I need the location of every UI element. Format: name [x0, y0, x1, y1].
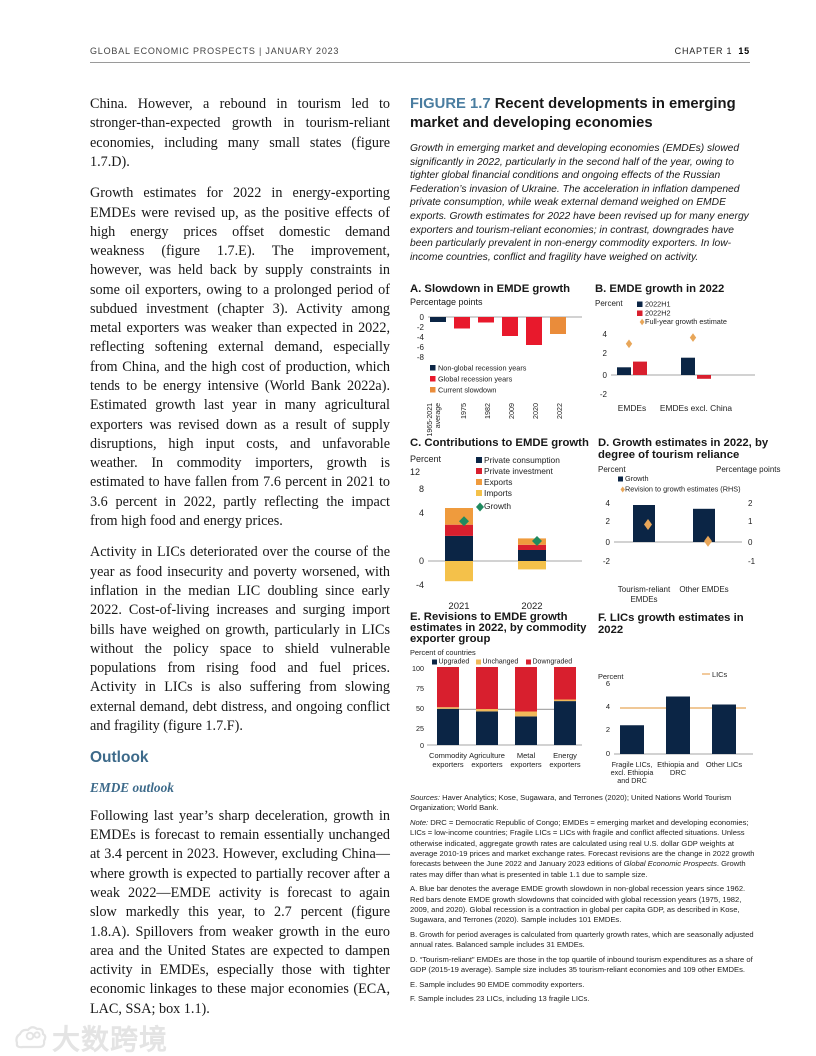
svg-text:Global recession years: Global recession years [438, 375, 513, 384]
svg-text:0: 0 [420, 313, 425, 322]
svg-text:Tourism-reliant: Tourism-reliant [618, 585, 671, 594]
svg-text:Downgraded: Downgraded [533, 658, 573, 665]
svg-text:12: 12 [410, 467, 420, 477]
svg-text:4: 4 [606, 499, 611, 508]
svg-text:-1: -1 [748, 557, 756, 566]
svg-text:2022: 2022 [555, 403, 564, 419]
svg-text:0: 0 [606, 538, 611, 547]
svg-text:-4: -4 [417, 333, 425, 342]
svg-text:Upgraded: Upgraded [439, 658, 470, 665]
svg-text:1965-2021: 1965-2021 [427, 403, 434, 437]
svg-text:EMDEs: EMDEs [618, 403, 646, 413]
svg-text:Full-year growth estimate: Full-year growth estimate [645, 317, 727, 326]
svg-text:2022H2: 2022H2 [645, 309, 671, 318]
svg-text:Percent: Percent [598, 672, 623, 681]
svg-text:-2: -2 [417, 323, 425, 332]
svg-text:-2: -2 [600, 390, 608, 399]
svg-text:Exports: Exports [484, 477, 512, 487]
svg-text:4: 4 [419, 508, 424, 518]
svg-text:Revision to growth estimates (: Revision to growth estimates (RHS) [625, 484, 741, 493]
svg-text:and DRC: and DRC [617, 776, 647, 785]
svg-text:0: 0 [603, 371, 608, 380]
svg-text:2: 2 [606, 517, 611, 526]
svg-text:-2: -2 [603, 557, 611, 566]
svg-text:4: 4 [603, 330, 608, 339]
svg-text:average: average [435, 403, 442, 428]
svg-text:LICs: LICs [712, 670, 728, 679]
svg-text:EMDEs: EMDEs [630, 595, 657, 604]
svg-text:0: 0 [748, 538, 753, 547]
svg-text:Private consumption: Private consumption [484, 455, 560, 465]
svg-text:Growth: Growth [625, 474, 649, 483]
svg-text:Metal: Metal [517, 751, 536, 760]
svg-text:Imports: Imports [484, 488, 512, 498]
svg-text:2: 2 [748, 499, 753, 508]
svg-text:0: 0 [419, 556, 424, 566]
svg-text:Energy: Energy [553, 751, 577, 760]
svg-text:Percent of countries: Percent of countries [410, 648, 476, 657]
svg-text:2: 2 [606, 725, 610, 734]
svg-text:100: 100 [412, 664, 424, 673]
svg-text:2022H1: 2022H1 [645, 300, 671, 309]
svg-text:Percent: Percent [410, 454, 442, 464]
svg-text:Percentage points: Percentage points [716, 465, 781, 474]
svg-text:2020: 2020 [531, 403, 540, 419]
svg-text:Private investment: Private investment [484, 466, 554, 476]
svg-text:-6: -6 [417, 343, 425, 352]
svg-text:50: 50 [416, 704, 424, 713]
svg-text:Current slowdown: Current slowdown [438, 386, 496, 395]
svg-text:2009: 2009 [507, 403, 516, 419]
svg-text:0: 0 [606, 749, 610, 758]
svg-text:Agriculture: Agriculture [469, 751, 505, 760]
svg-text:DRC: DRC [670, 768, 687, 777]
svg-text:Percent: Percent [598, 465, 626, 474]
svg-text:Other EMDEs: Other EMDEs [679, 585, 728, 594]
svg-text:-8: -8 [417, 353, 425, 362]
svg-text:4: 4 [606, 702, 610, 711]
svg-text:Other LICs: Other LICs [706, 760, 743, 769]
svg-text:1975: 1975 [459, 403, 468, 419]
svg-text:1982: 1982 [483, 403, 492, 419]
svg-text:EMDEs excl. China: EMDEs excl. China [660, 403, 732, 413]
svg-text:6: 6 [606, 679, 610, 688]
svg-text:exporters: exporters [471, 760, 503, 769]
svg-text:-4: -4 [416, 580, 424, 590]
svg-text:1: 1 [748, 517, 753, 526]
svg-text:Non-global recession years: Non-global recession years [438, 364, 527, 373]
svg-text:exporters: exporters [510, 760, 542, 769]
svg-text:75: 75 [416, 684, 424, 693]
svg-text:Growth: Growth [484, 501, 511, 511]
svg-text:exporters: exporters [549, 760, 581, 769]
svg-text:0: 0 [420, 741, 424, 750]
svg-text:2: 2 [603, 349, 608, 358]
svg-text:Unchanged: Unchanged [483, 658, 519, 665]
svg-text:Percent: Percent [595, 299, 623, 308]
svg-text:8: 8 [419, 484, 424, 494]
svg-text:Commodity: Commodity [429, 751, 467, 760]
svg-text:25: 25 [416, 724, 424, 733]
svg-text:exporters: exporters [432, 760, 464, 769]
